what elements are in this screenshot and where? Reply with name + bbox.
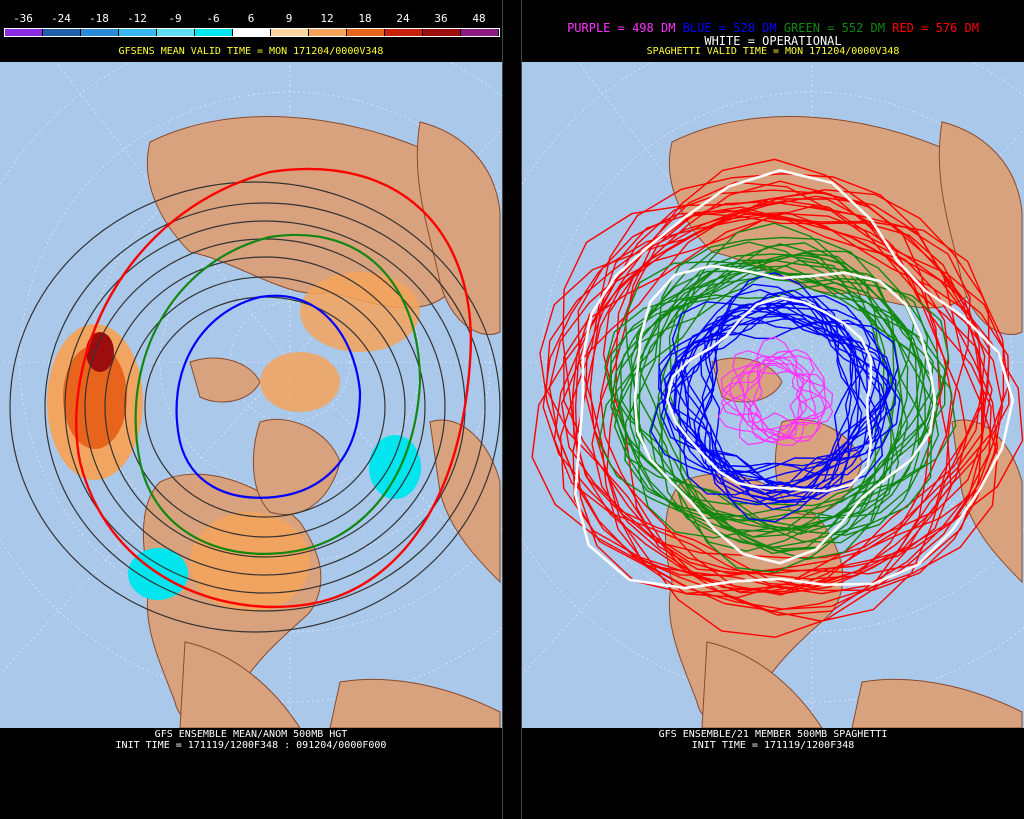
ensemble-member-contour [531, 189, 999, 612]
ensemble-member-contour [614, 222, 920, 520]
legend-label: -9 [168, 12, 182, 25]
legend-color-bar [4, 28, 500, 37]
ensemble-mean-map [0, 62, 502, 728]
ensemble-member-contour [632, 281, 904, 555]
legend-label: -18 [89, 12, 109, 25]
ensemble-member-contour [545, 200, 971, 592]
legend-label: 12 [320, 12, 334, 25]
legend-label: -6 [206, 12, 220, 25]
legend-swatch [271, 29, 309, 36]
legend-label: -24 [51, 12, 71, 25]
ensemble-member-contour [732, 349, 826, 438]
legend-swatch [309, 29, 347, 36]
legend-swatch [5, 29, 43, 36]
spaghetti-valid-time: SPAGHETTI VALID TIME = MON 171204/0000V3… [646, 46, 900, 57]
ensemble-member-contour [610, 242, 909, 544]
polar-map-left [0, 62, 502, 728]
legend-swatch [43, 29, 81, 36]
spaghetti-footer-line1: GFS ENSEMBLE/21 MEMBER 500MB SPAGHETTI [658, 729, 888, 740]
ensemble-member-contour [553, 195, 968, 587]
legend-swatch [81, 29, 119, 36]
operational-contour [633, 264, 937, 565]
polar-map-right [522, 62, 1024, 728]
legend-swatch [423, 29, 461, 36]
operational-legend: WHITE = OPERATIONAL [704, 34, 842, 48]
ensemble-member-contour [718, 362, 821, 443]
ensemble-member-contour [598, 253, 933, 549]
red-legend: RED = 576 DM [892, 21, 979, 35]
operational-contour [665, 296, 873, 493]
legend-label: 48 [472, 12, 486, 25]
ensemble-member-contour [753, 356, 827, 441]
anomaly-legend: -36 -24 -18 -12 -9 -6 6 9 12 18 24 36 48 [4, 4, 500, 40]
green-legend: GREEN = 552 DM [783, 21, 885, 35]
ensemble-member-contour [599, 206, 985, 593]
operational-contour [573, 169, 1015, 590]
height-contours [9, 181, 501, 633]
spaghetti-contours [531, 158, 1024, 638]
legend-labels: -36 -24 -18 -12 -9 -6 6 9 12 18 24 36 48 [4, 8, 500, 26]
mean-footer-line1: GFS ENSEMBLE MEAN/ANOM 500MB HGT [154, 729, 348, 740]
ensemble-member-contour [542, 209, 990, 638]
ensemble-member-contour [624, 236, 957, 532]
purple-legend: PURPLE = 498 DM [567, 21, 676, 35]
legend-label: 18 [358, 12, 372, 25]
ensemble-member-contour [563, 217, 950, 580]
spaghetti-legend-colors: PURPLE = 498 DM BLUE = 528 DM GREEN = 55… [522, 22, 1024, 35]
ensemble-member-contour [591, 209, 999, 594]
spaghetti-panel: PURPLE = 498 DM BLUE = 528 DM GREEN = 55… [522, 0, 1024, 819]
ensemble-member-contour [619, 271, 895, 528]
576dm-contour [75, 167, 473, 609]
legend-swatch [157, 29, 195, 36]
mean-valid-time: GFSENS MEAN VALID TIME = MON 171204/0000… [118, 46, 384, 57]
ensemble-member-contour [738, 355, 826, 446]
legend-swatch [233, 29, 271, 36]
ensemble-member-contour [577, 212, 1010, 610]
legend-label: 36 [434, 12, 448, 25]
552dm-contour [134, 234, 422, 555]
ensemble-member-contour [721, 364, 805, 440]
spaghetti-map [522, 62, 1024, 728]
legend-swatch [195, 29, 233, 36]
legend-label: -12 [127, 12, 147, 25]
ensemble-member-contour [562, 189, 1009, 616]
legend-label: 6 [247, 12, 255, 25]
spaghetti-footer-line2: INIT TIME = 171119/1200F348 [691, 740, 855, 751]
ensemble-member-contour [574, 180, 1004, 595]
legend-swatch [461, 29, 499, 36]
blue-legend: BLUE = 528 DM [682, 21, 777, 35]
ensemble-member-contour [674, 283, 880, 474]
ensemble-member-contour [721, 355, 815, 430]
legend-swatch [347, 29, 385, 36]
legend-label: 9 [285, 12, 293, 25]
legend-label: -36 [13, 12, 33, 25]
ensemble-member-contour [635, 272, 946, 550]
ensemble-member-contour [585, 181, 1005, 599]
ensemble-member-contour [671, 315, 895, 506]
mean-footer-line2: INIT TIME = 171119/1200F348 : 091204/000… [115, 740, 387, 751]
panel-divider [502, 0, 522, 819]
legend-swatch [119, 29, 157, 36]
ensemble-member-contour [720, 350, 807, 433]
ensemble-member-contour [677, 321, 860, 511]
ensemble-mean-panel: -36 -24 -18 -12 -9 -6 6 9 12 18 24 36 48… [0, 0, 502, 819]
528dm-contour [175, 294, 362, 499]
legend-label: 24 [396, 12, 410, 25]
ensemble-member-contour [695, 309, 901, 494]
ensemble-member-contour [657, 260, 926, 538]
legend-swatch [385, 29, 423, 36]
